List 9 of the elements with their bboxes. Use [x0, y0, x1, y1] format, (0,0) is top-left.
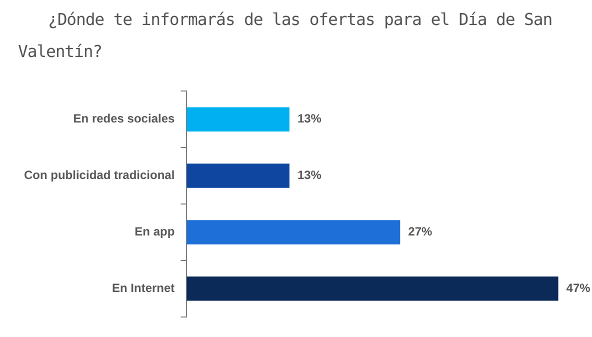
chart-title: ¿Dónde te informarás de las ofertas para el Día de San Valentín? — [18, 9, 554, 63]
y-tick-label: En redes sociales — [73, 112, 175, 126]
y-tick-label: En Internet — [112, 280, 175, 295]
data-label: 13% — [297, 168, 322, 182]
y-tick-label: En app — [134, 224, 175, 239]
data-label: 47% — [566, 280, 591, 295]
y-tick-label: Con publicidad tradicional — [24, 168, 175, 182]
data-label: 27% — [408, 224, 432, 239]
data-label: 13% — [297, 112, 322, 126]
